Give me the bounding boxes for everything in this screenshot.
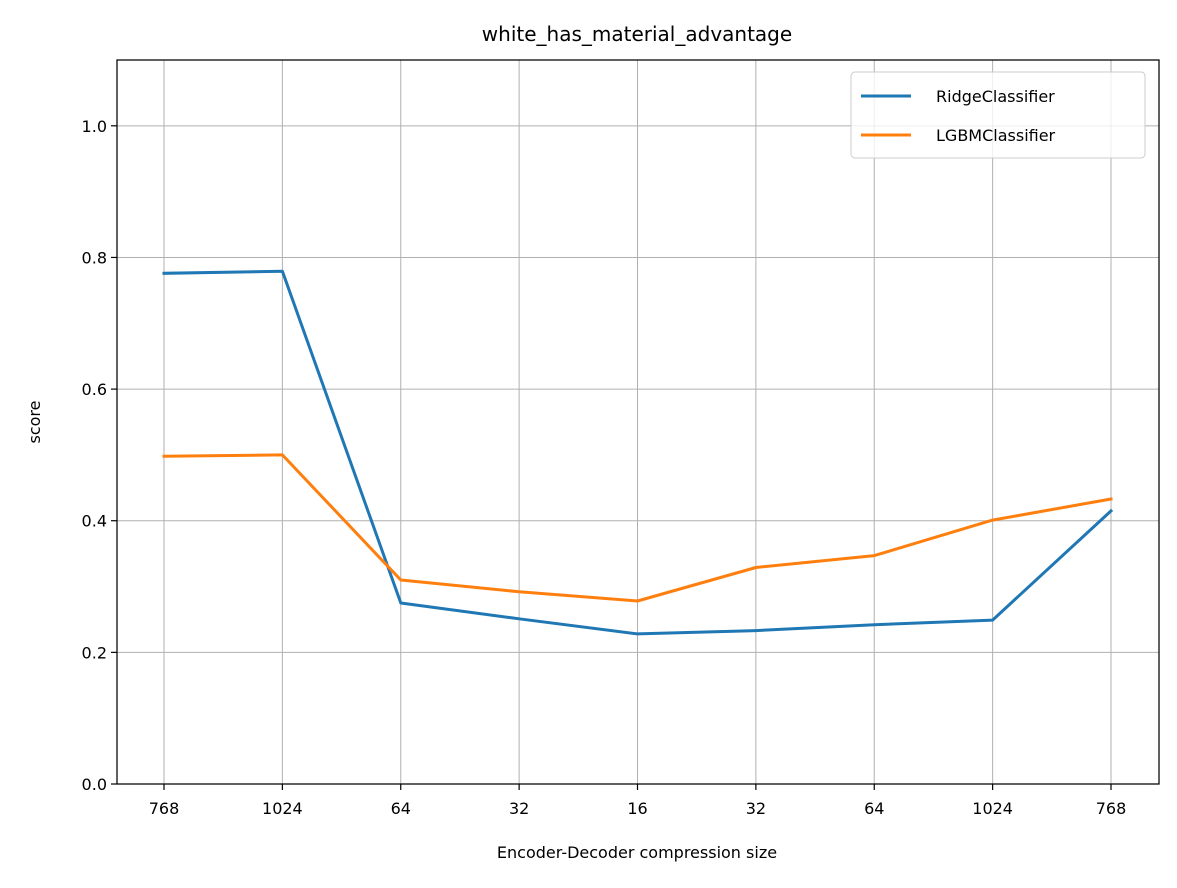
y-tick-label: 1.0 [82, 117, 107, 136]
grid-lines [117, 60, 1159, 785]
series-line-ridgeclassifier [162, 269, 1114, 636]
chart-title: white_has_material_advantage [482, 22, 792, 46]
y-tick-label: 0.6 [82, 380, 107, 399]
y-tick-label: 0.2 [82, 643, 107, 662]
legend-box [850, 71, 1146, 159]
y-axis-label: score [25, 401, 44, 444]
x-tick-label: 64 [391, 799, 411, 818]
y-tick-label: 0.0 [82, 775, 107, 794]
series-line-lgbmclassifier [162, 453, 1113, 603]
x-tick-label: 16 [627, 799, 647, 818]
x-tick-label: 32 [746, 799, 766, 818]
y-tick-label: 0.4 [82, 512, 107, 531]
legend-label-ridge: RidgeClassifier [936, 87, 1055, 106]
x-tick-label: 1024 [972, 799, 1013, 818]
x-tick-label: 32 [509, 799, 529, 818]
x-axis-ticks: 768 1024 64 32 16 32 64 1024 768 [149, 784, 1127, 818]
legend: RidgeClassifier LGBMClassifier [850, 71, 1146, 159]
legend-label-lgbm: LGBMClassifier [936, 126, 1056, 145]
y-tick-label: 0.8 [82, 248, 107, 267]
x-tick-label: 768 [149, 799, 180, 818]
x-axis-label: Encoder-Decoder compression size [497, 843, 777, 862]
series-lines [162, 269, 1114, 636]
x-tick-label: 768 [1096, 799, 1127, 818]
x-tick-label: 1024 [262, 799, 303, 818]
x-tick-label: 64 [864, 799, 884, 818]
y-axis-ticks: 0.0 0.2 0.4 0.6 0.8 1.0 [82, 117, 117, 794]
